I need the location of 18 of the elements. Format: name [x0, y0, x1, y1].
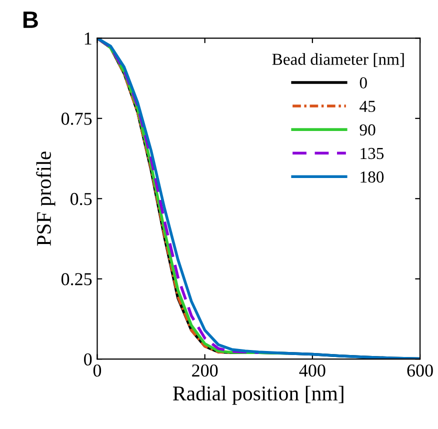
y-axis-title: PSF profile: [36, 152, 56, 246]
y-tick-label: 0: [84, 353, 92, 366]
legend-label: 135: [360, 148, 384, 160]
x-tick-label: 400: [299, 364, 326, 377]
legend-label: 45: [360, 100, 376, 112]
y-tick-label: 0.5: [70, 192, 92, 206]
x-tick-label: 0: [93, 364, 102, 377]
y-tick-label: 0.75: [61, 112, 92, 125]
y-tick-label: 0.25: [61, 273, 92, 286]
y-tick-label: 1: [84, 32, 92, 44]
legend-title: Bead diameter [nm]: [272, 53, 404, 67]
text: B: [23, 12, 38, 28]
x-axis-title: Radial position [nm]: [173, 386, 344, 405]
x-tick-label: 200: [192, 364, 218, 377]
legend-label: 180: [360, 171, 384, 183]
x-tick-label: 600: [407, 364, 433, 377]
legend-label: 0: [360, 77, 367, 88]
legend-label: 90: [360, 124, 376, 136]
